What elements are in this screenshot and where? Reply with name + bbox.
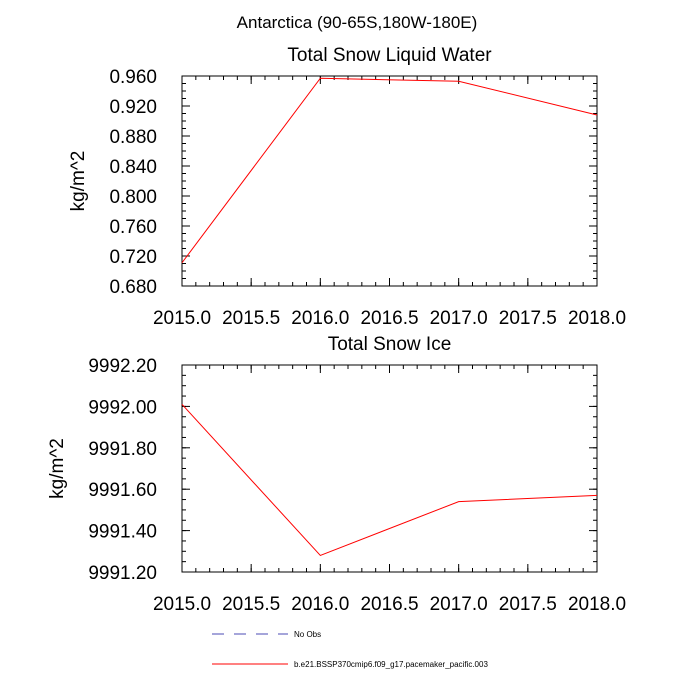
chart-title: Total Snow Liquid Water [287,45,492,66]
x-tick-label: 2016.0 [291,594,349,615]
x-tick-label: 2018.0 [568,594,626,615]
y-tick-label: 9991.40 [88,522,157,543]
y-axis-label: kg/m^2 [47,438,68,499]
plot-frame [181,75,598,287]
y-tick-label: 0.920 [109,97,157,118]
series-line [181,403,598,557]
y-tick-label: 9991.80 [88,439,157,460]
x-tick-label: 2015.0 [153,594,211,615]
y-tick-label: 0.760 [109,217,157,238]
x-tick-label: 2015.0 [153,308,211,329]
y-axis-label: kg/m^2 [68,151,89,212]
y-tick-label: 0.960 [109,67,157,88]
page-title: Antarctica (90-65S,180W-180E) [237,13,478,32]
legend: No Obs b.e21.BSSP370cmip6.f09_g17.pacema… [212,630,488,669]
x-tick-label: 2016.0 [291,308,349,329]
x-tick-label: 2017.0 [430,308,488,329]
legend-label-model-run: b.e21.BSSP370cmip6.f09_g17.pacemaker_pac… [294,660,488,669]
y-tick-label: 0.800 [109,187,157,208]
x-tick-label: 2015.5 [222,308,280,329]
y-tick-label: 0.840 [109,157,157,178]
legend-label-no-obs: No Obs [294,630,321,639]
chart-snow-liquid-water: Total Snow Liquid Water kg/m^2 2015.0 2015.… [68,45,626,329]
x-tick-label: 2016.5 [360,308,418,329]
y-tick-label: 9991.20 [88,563,157,584]
y-tick-label: 9991.60 [88,480,157,501]
x-tick-label: 2017.5 [499,594,557,615]
chart-title: Total Snow Ice [328,334,452,355]
y-tick-label: 0.880 [109,127,157,148]
series-line [181,77,598,264]
x-tick-label: 2015.5 [222,594,280,615]
x-tick-label: 2016.5 [360,594,418,615]
y-tick-label: 0.680 [109,277,157,298]
x-tick-label: 2017.0 [430,594,488,615]
plot-frame [181,364,598,573]
x-tick-label: 2018.0 [568,308,626,329]
y-tick-label: 0.720 [109,247,157,268]
x-tick-label: 2017.5 [499,308,557,329]
y-tick-label: 9992.00 [88,397,157,418]
chart-snow-ice: Total Snow Ice kg/m^2 2015.0 2015.5 2016.0 20… [47,334,626,615]
y-tick-label: 9992.20 [88,356,157,377]
